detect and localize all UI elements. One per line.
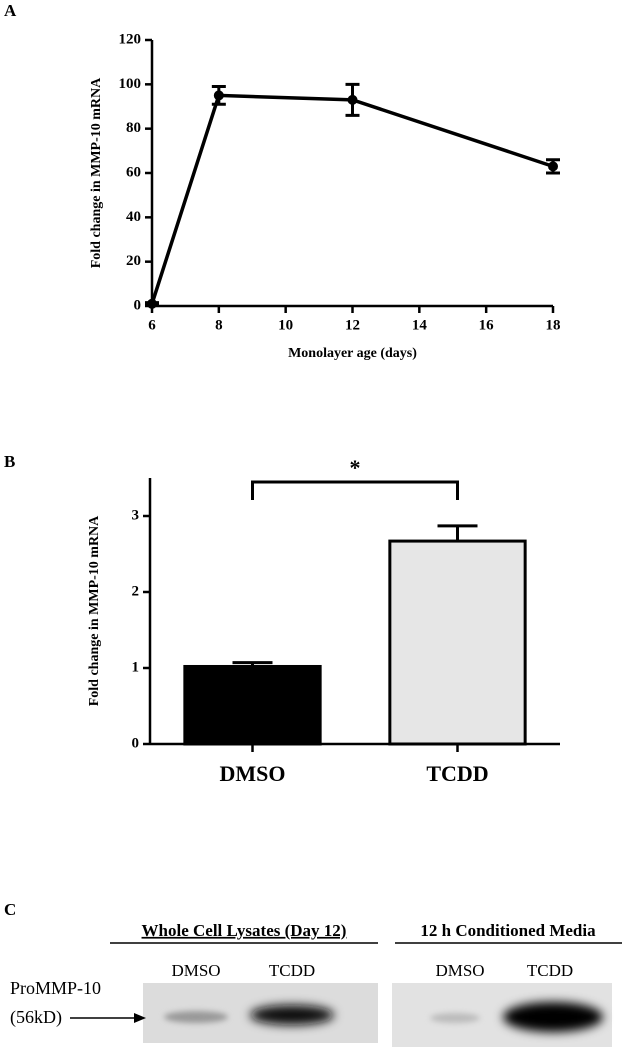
y-tick-label: 0 bbox=[134, 297, 142, 313]
x-tick-label: 12 bbox=[345, 317, 360, 333]
panel-label: C bbox=[4, 900, 16, 919]
bar bbox=[388, 539, 527, 746]
y-tick-label: 3 bbox=[132, 507, 140, 523]
y-tick-label: 20 bbox=[126, 253, 141, 269]
y-tick-label: 0 bbox=[132, 735, 140, 751]
x-tick-label: 18 bbox=[546, 317, 561, 333]
y-axis-title: Fold change in MMP-10 mRNA bbox=[89, 77, 104, 268]
panel-label: A bbox=[4, 1, 17, 20]
y-tick-label: 60 bbox=[126, 164, 141, 180]
x-tick-label: 10 bbox=[278, 317, 293, 333]
marker bbox=[548, 161, 558, 172]
x-tick-label: TCDD bbox=[426, 761, 488, 786]
group-title: 12 h Conditioned Media bbox=[420, 921, 596, 940]
y-tick-label: 40 bbox=[126, 209, 141, 225]
marker bbox=[147, 298, 157, 309]
x-tick-label: 6 bbox=[148, 317, 156, 333]
y-tick-label: 2 bbox=[132, 583, 140, 599]
y-tick-label: 1 bbox=[132, 659, 140, 675]
lane-label: TCDD bbox=[269, 961, 315, 980]
band bbox=[250, 1005, 334, 1025]
x-tick-label: 14 bbox=[412, 317, 428, 333]
band-size: (56kD) bbox=[10, 1007, 62, 1028]
y-tick-label: 100 bbox=[119, 76, 142, 92]
band-label: ProMMP-10 bbox=[10, 978, 101, 998]
y-tick-label: 80 bbox=[126, 120, 141, 136]
lane-label: DMSO bbox=[435, 961, 484, 980]
bar bbox=[183, 664, 322, 746]
line bbox=[150, 93, 554, 305]
x-tick-label: 8 bbox=[215, 317, 223, 333]
marker bbox=[213, 90, 224, 101]
significance-label: * bbox=[350, 455, 361, 480]
x-tick-label: DMSO bbox=[220, 761, 286, 786]
band bbox=[430, 1013, 480, 1023]
arrow-head bbox=[134, 1013, 146, 1023]
y-tick-label: 120 bbox=[119, 31, 142, 47]
lane-label: TCDD bbox=[527, 961, 573, 980]
group-title: Whole Cell Lysates (Day 12) bbox=[142, 921, 347, 940]
band bbox=[503, 1002, 603, 1032]
band bbox=[164, 1011, 228, 1023]
x-tick-label: 16 bbox=[479, 317, 495, 333]
marker bbox=[347, 94, 358, 105]
significance-bracket bbox=[251, 480, 459, 500]
x-axis-title: Monolayer age (days) bbox=[288, 346, 417, 361]
lane-label: DMSO bbox=[171, 961, 220, 980]
y-axis-title: Fold change in MMP-10 mRNA bbox=[87, 515, 102, 706]
panel-label: B bbox=[4, 452, 15, 471]
